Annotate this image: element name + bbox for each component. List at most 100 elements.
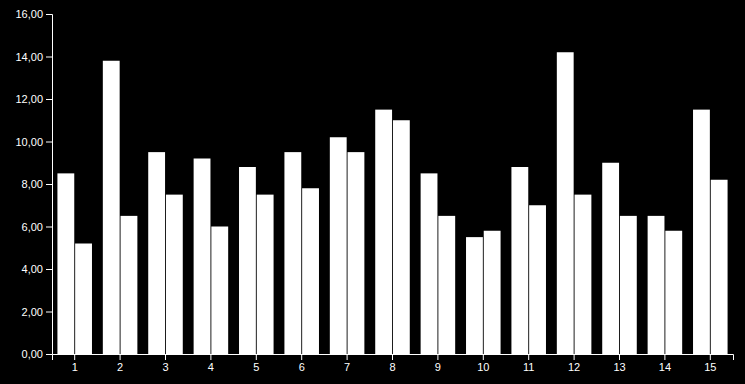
tick-mark [664,354,665,360]
tick: 16,00 [15,8,52,20]
tick-label: 15 [704,361,716,373]
tick-mark [46,14,52,15]
tick-label: 3 [162,361,168,373]
bar [194,159,211,355]
tick-mark [437,354,438,360]
tick: 1 [72,354,78,373]
tick-mark [46,227,52,228]
tick-mark [347,354,348,360]
background [0,0,745,384]
tick-mark [46,57,52,58]
tick: 3 [162,354,168,373]
tick-mark [619,354,620,360]
tick: 15 [704,354,716,373]
tick-label: 0,00 [22,348,43,360]
bar [121,216,138,354]
tick-mark [46,142,52,143]
tick-mark [74,354,75,360]
axis-line [53,355,734,361]
tick: 2 [117,354,123,373]
tick: 6,00 [22,221,52,233]
bar [239,167,256,354]
tick-label: 16,00 [15,8,43,20]
tick-label: 6 [299,361,305,373]
bars [57,52,727,354]
bar [557,52,574,354]
tick-mark [574,354,575,360]
bar [348,152,365,354]
tick-mark [210,354,211,360]
tick-mark [392,354,393,360]
tick-mark [301,354,302,360]
tick-mark [256,354,257,360]
bar [648,216,665,354]
tick: 4 [208,354,214,373]
bar [620,216,637,354]
y-axis: 0,00 2,00 4,00 6,00 8,00 10,00 12,00 14,00 16,00 [15,8,52,360]
tick: 4,00 [22,263,52,275]
tick-label: 1 [72,361,78,373]
tick-label: 8 [389,361,395,373]
tick-label: 2 [117,361,123,373]
bar [511,167,528,354]
tick: 6 [299,354,305,373]
tick: 7 [344,354,350,373]
tick-mark [165,354,166,360]
tick: 10,00 [15,136,52,148]
bar [484,231,501,354]
bar [57,173,74,354]
bar [466,237,483,354]
tick-label: 14,00 [15,51,43,63]
bar [602,163,619,354]
x-axis: 123456789101112131415 [53,354,734,373]
bar [711,180,728,354]
tick-mark [46,354,52,355]
bar [284,152,301,354]
bar [75,244,92,355]
bar [257,195,274,354]
tick-mark [46,312,52,313]
bar [575,195,592,354]
plot: 1234567891011121314150,002,004,006,008,0… [15,8,733,373]
tick-label: 11 [523,361,534,373]
tick-mark [710,354,711,360]
tick-mark [120,354,121,360]
chart: 1234567891011121314150,002,004,006,008,0… [0,0,745,384]
tick: 8 [389,354,395,373]
tick: 10 [477,354,489,373]
tick-label: 10 [477,361,489,373]
bar [375,110,392,354]
tick-label: 12 [568,361,580,373]
tick: 12 [568,354,580,373]
tick-label: 13 [613,361,625,373]
axis-line [46,15,53,355]
tick-label: 12,00 [15,93,43,105]
bar-series [57,52,709,354]
tick: 2,00 [22,306,52,318]
bar [103,61,120,354]
tick-mark [528,354,529,360]
tick-label: 4,00 [22,263,43,275]
tick-label: 4 [208,361,214,373]
tick-label: 9 [435,361,441,373]
tick-label: 14 [659,361,671,373]
tick: 14 [659,354,671,373]
tick-label: 8,00 [22,178,43,190]
bar [166,195,183,354]
bar [693,110,710,354]
tick: 9 [435,354,441,373]
bar [665,231,682,354]
tick-mark [483,354,484,360]
bar [438,216,455,354]
bar [148,152,165,354]
tick-label: 10,00 [15,136,43,148]
bar [529,205,546,354]
bar [393,120,410,354]
tick: 8,00 [22,178,52,190]
tick-mark [46,99,52,100]
bar-series [75,120,727,354]
bar [421,173,438,354]
bar [302,188,319,354]
tick-label: 2,00 [22,306,43,318]
tick-label: 7 [344,361,350,373]
